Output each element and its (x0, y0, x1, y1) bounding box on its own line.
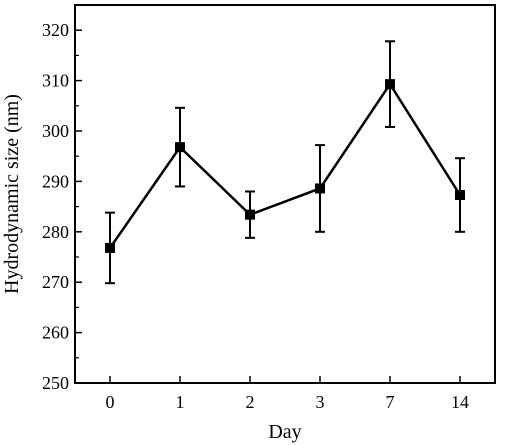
data-point (385, 79, 395, 90)
x-axis: 0 1 2 3 7 14 (106, 376, 469, 412)
y-axis: 250 260 270 280 290 300 310 320 (42, 20, 82, 393)
y-tick-label: 300 (42, 121, 69, 141)
data-point (455, 190, 465, 201)
y-tick-label: 280 (42, 222, 69, 242)
y-axis-label: Hydrodynamic size (nm) (1, 94, 23, 294)
x-axis-label: Day (268, 421, 301, 443)
y-tick-label: 250 (42, 373, 69, 393)
x-tick-label: 1 (176, 392, 185, 412)
series (105, 40, 465, 285)
y-tick-label: 260 (42, 323, 69, 343)
y-tick-label: 310 (42, 71, 69, 91)
x-tick-label: 14 (451, 392, 469, 412)
series-line (108, 81, 462, 249)
y-tick-label: 290 (42, 171, 69, 191)
x-tick-label: 7 (386, 392, 395, 412)
data-point (105, 242, 115, 253)
data-point (175, 142, 185, 153)
plot-frame (74, 4, 496, 384)
data-point (245, 209, 255, 220)
x-tick-label: 0 (106, 392, 115, 412)
y-tick-label: 270 (42, 272, 69, 292)
data-point (315, 183, 325, 194)
x-tick-label: 2 (246, 392, 255, 412)
y-tick-label: 320 (42, 20, 69, 40)
x-tick-label: 3 (316, 392, 325, 412)
